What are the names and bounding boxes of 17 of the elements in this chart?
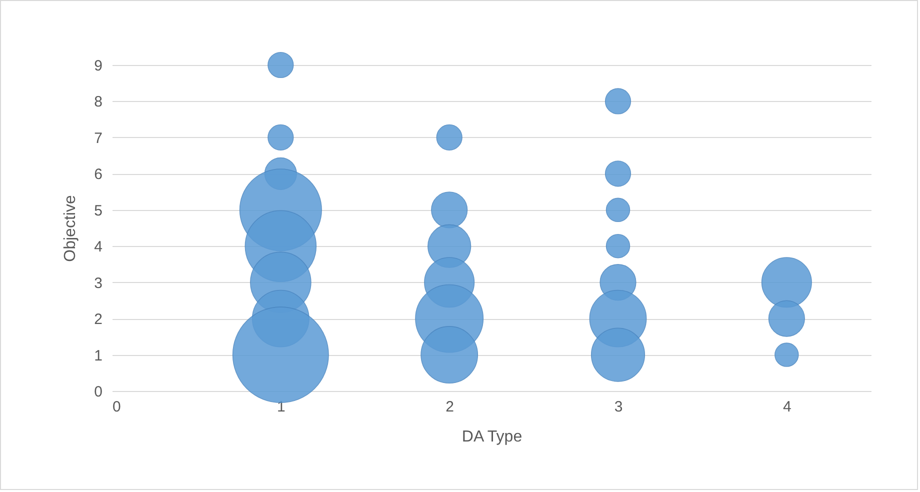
y-tick-label: 2	[94, 311, 102, 328]
y-tick-label: 7	[94, 130, 102, 147]
y-tick-label: 6	[94, 166, 102, 184]
x-tick-label: 4	[782, 398, 792, 416]
y-tick-label: 4	[94, 238, 102, 256]
y-tick-label: 8	[94, 94, 102, 111]
y-tick-label: 5	[94, 202, 102, 220]
y-tick-label: 0	[94, 384, 102, 400]
x-tick-label: 1	[276, 398, 286, 416]
y-axis-title: Objective	[62, 195, 80, 262]
x-tick-label: 2	[446, 398, 454, 416]
y-tick-label: 3	[94, 274, 102, 292]
x-axis-title: DA Type	[462, 428, 522, 446]
y-tick-label: 9	[94, 58, 102, 74]
x-tick-label: 0	[112, 398, 121, 416]
y-tick-label: 1	[94, 347, 102, 364]
x-tick-label: 3	[614, 398, 623, 416]
